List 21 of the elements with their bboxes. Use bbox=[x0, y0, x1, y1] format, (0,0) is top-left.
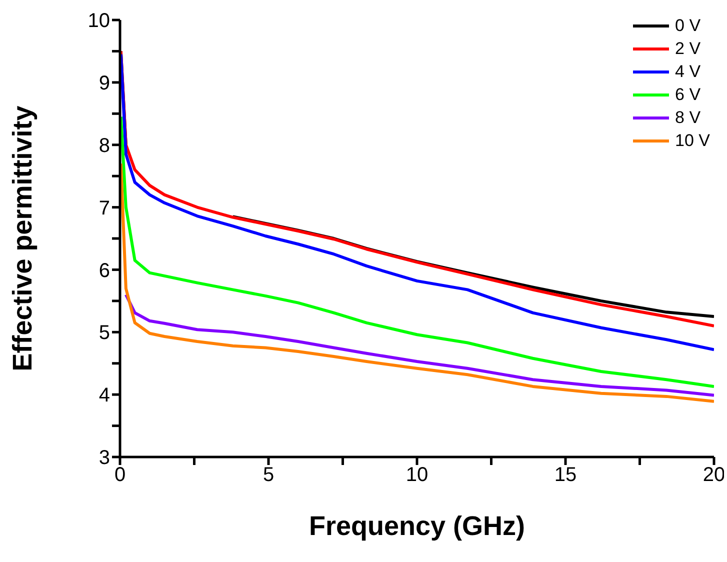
y-tick-label: 5 bbox=[98, 322, 110, 344]
legend-label: 10 V bbox=[675, 130, 710, 152]
y-axis-title: Effective permittivity bbox=[8, 106, 38, 372]
x-tick-label: 10 bbox=[406, 464, 428, 486]
y-tick-label: 7 bbox=[98, 197, 110, 220]
legend-label: 2 V bbox=[675, 38, 701, 60]
y-tick-label: 4 bbox=[98, 384, 110, 407]
y-tick-label: 10 bbox=[88, 10, 110, 32]
x-axis-title: Frequency (GHz) bbox=[308, 511, 526, 541]
legend-label: 6 V bbox=[675, 84, 701, 106]
x-tick-label: 20 bbox=[702, 464, 726, 486]
legend-label: 8 V bbox=[675, 107, 701, 129]
x-tick-label: 15 bbox=[554, 464, 577, 486]
y-tick-label: 9 bbox=[98, 72, 110, 95]
x-tick-label: 0 bbox=[114, 464, 126, 486]
legend-label: 4 V bbox=[675, 61, 701, 83]
y-tick-label: 3 bbox=[98, 447, 110, 470]
x-tick-label: 5 bbox=[262, 464, 274, 486]
y-tick-label: 8 bbox=[98, 134, 110, 157]
y-tick-label: 6 bbox=[98, 260, 110, 282]
legend-label: 0 V bbox=[675, 15, 701, 37]
